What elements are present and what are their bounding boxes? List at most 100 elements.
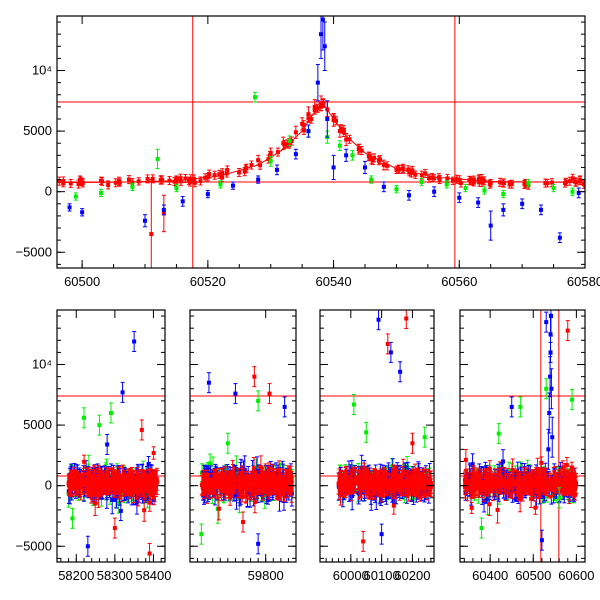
bottom-cluster-point (89, 485, 94, 504)
bottom-0-ytick-label-2: 5000 (23, 417, 52, 432)
top-red-baseline-point (409, 168, 414, 178)
top-series-0-point-29 (432, 174, 437, 183)
top-red-baseline-point (126, 175, 131, 185)
bottom-0-ytick-label-1: 0 (45, 478, 52, 493)
bottom-cluster-point (533, 500, 538, 515)
top-series-0-point-27 (394, 165, 399, 174)
bottom-segment-frame-2 (319, 309, 435, 563)
top-ytick-label-2: 5000 (23, 123, 52, 138)
bottom-cluster-point (428, 471, 433, 492)
top-series-2-point-6 (231, 181, 235, 190)
top-series-2-point-22 (457, 192, 462, 204)
top-series-0-point-15 (293, 125, 298, 139)
bottom-outlier-2-9 (422, 426, 427, 448)
bottom-outlier-0-2 (105, 433, 110, 455)
bottom-outlier-0-1 (120, 381, 125, 403)
top-red-baseline-point (57, 176, 62, 186)
bottom-segment-frame-0 (56, 309, 166, 563)
bottom-cluster-point (277, 460, 282, 480)
bottom-cluster-point (68, 482, 73, 496)
bottom-cluster-point (478, 477, 483, 490)
top-red-baseline-point (106, 180, 111, 190)
bottom-cluster-point (120, 464, 125, 488)
bottom-segment-2-plot-area (320, 310, 434, 552)
top-series-2-point-17 (344, 148, 349, 162)
bottom-cluster-point (264, 477, 269, 493)
bottom-cluster-point (340, 477, 345, 492)
top-series-0-point-11 (243, 164, 248, 173)
bottom-outlier-1-0 (139, 419, 144, 441)
top-series-0-point-17 (306, 106, 311, 122)
top-series-0-point-30 (451, 176, 455, 185)
top-series-1-point-11 (337, 140, 342, 151)
bottom-cluster-point (81, 469, 86, 495)
bottom-cluster-point (508, 474, 513, 498)
top-series-0-point-14 (281, 136, 286, 150)
top-xtick-label-4: 60580 (567, 274, 600, 289)
bottom-cluster-point (247, 475, 252, 499)
top-red-baseline-point (191, 174, 196, 184)
top-series-2-point-2 (143, 214, 147, 228)
bottom-cluster-point (144, 474, 149, 491)
bottom-cluster-point (229, 475, 234, 489)
bottom-cluster-point (85, 475, 90, 496)
bottom-cluster-point (202, 473, 207, 495)
bottom-outlier-0-4 (233, 383, 238, 405)
bottom-outlier-2-13 (570, 389, 575, 411)
bottom-outlier-0-11 (548, 341, 553, 363)
bottom-cluster-point (495, 496, 500, 524)
bottom-cluster-point (82, 454, 87, 469)
bottom-cluster-point (463, 449, 468, 471)
top-red-baseline-point (347, 134, 352, 144)
bottom-cluster-point (111, 469, 116, 485)
top-series-0-point-23 (344, 133, 349, 147)
top-red-baseline-point (76, 179, 81, 189)
top-series-2-point-8 (275, 164, 279, 176)
bottom-cluster-point (287, 472, 292, 491)
bottom-xtick-label-0-2: 58400 (135, 568, 171, 583)
top-series-2-point-11 (315, 63, 320, 102)
top-red-baseline-point (423, 168, 428, 178)
bottom-cluster-point (511, 477, 516, 493)
top-series-1-point-18 (482, 186, 487, 195)
bottom-cluster-point (152, 473, 157, 492)
top-series-1-point-0 (73, 192, 78, 201)
bottom-cluster-point (131, 477, 136, 503)
bottom-cluster-point (142, 498, 147, 522)
top-series-2-point-28 (557, 232, 562, 244)
top-red-baseline-point (377, 155, 382, 165)
top-series-0-point-35 (545, 179, 550, 188)
top-red-baseline-point (113, 178, 118, 188)
top-series-0-point-33 (507, 180, 512, 189)
bottom-outlier-0-6 (376, 310, 381, 331)
top-red-baseline-point (436, 173, 441, 183)
top-series-1-point-19 (501, 189, 506, 199)
bottom-outlier-2-1 (109, 402, 113, 424)
top-series-0-point-28 (413, 170, 418, 179)
bottom-cluster-point (213, 469, 218, 497)
top-red-baseline-point (158, 175, 163, 185)
top-series-1-point-5 (218, 180, 223, 189)
top-series-2-point-9 (293, 148, 298, 160)
bottom-cluster-point (543, 470, 548, 495)
bottom-xtick-label-2-1: 60100 (364, 568, 400, 583)
top-series-0-point-8 (187, 176, 191, 185)
top-ytick-label-0: −5000 (15, 244, 52, 259)
top-series-1-point-16 (444, 180, 449, 189)
bottom-outlier-1-1 (112, 517, 117, 539)
bottom-xtick-label-2-2: 60200 (394, 568, 430, 583)
top-series-1-point-4 (174, 183, 179, 193)
bottom-cluster-point (205, 469, 210, 491)
top-series-2-point-19 (381, 181, 386, 193)
top-series-2-point-25 (501, 203, 506, 217)
bottom-cluster-point (498, 467, 503, 486)
top-red-baseline-point (430, 172, 435, 182)
bottom-outlier-2-3 (70, 507, 75, 529)
bottom-segment-frame-3 (459, 309, 586, 563)
top-red-baseline-point (198, 176, 203, 186)
top-series-1-point-17 (463, 183, 468, 193)
bottom-cluster-point (135, 471, 140, 495)
bottom-cluster-point (116, 474, 121, 490)
top-series-0-point-26 (381, 159, 386, 171)
top-series-0-point-4 (136, 177, 141, 186)
